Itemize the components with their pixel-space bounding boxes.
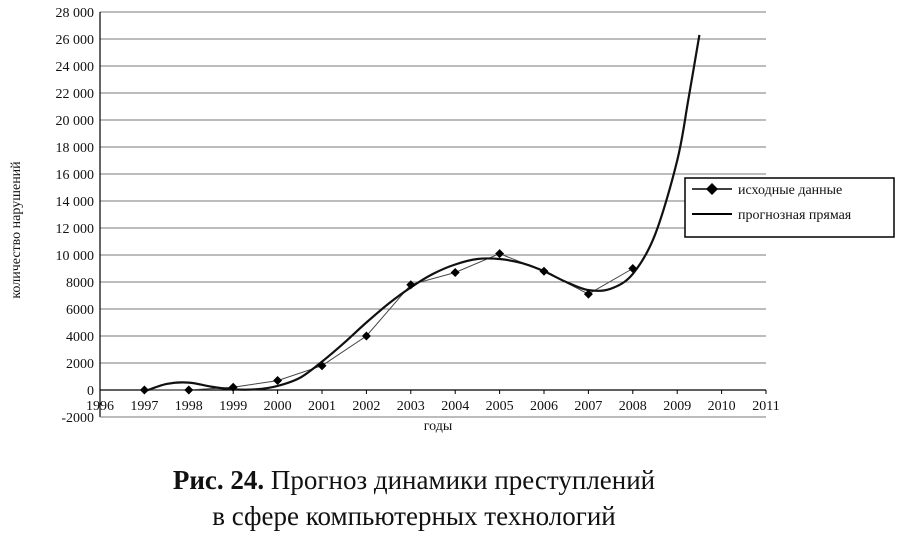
series-original-line — [144, 253, 634, 391]
data-point-marker — [406, 280, 416, 290]
data-point-marker — [228, 382, 238, 392]
legend-label-forecast: прогнозная прямая — [738, 208, 852, 223]
x-tick-label: 2003 — [397, 399, 425, 414]
series-forecast-curve — [144, 34, 701, 393]
y-tick-label: 16 000 — [56, 168, 95, 183]
x-tick-labels: 1996 1997 1998 1999 2000 2001 2002 2003 2004 2005… — [86, 399, 780, 414]
y-tick-label: 22 000 — [56, 87, 95, 102]
x-tick-label: 1996 — [86, 399, 114, 414]
y-tick-label: 14 000 — [56, 195, 95, 210]
legend-box — [684, 177, 895, 238]
caption-label: Рис. 24. — [172, 465, 265, 495]
y-tick-label: 18 000 — [56, 141, 95, 156]
y-tick-label: 26 000 — [56, 33, 95, 48]
y-tick-label: 4000 — [66, 330, 94, 345]
data-point-marker — [361, 331, 371, 341]
data-point-marker — [273, 376, 283, 386]
y-tick-label: 12 000 — [56, 222, 95, 237]
series-layer — [139, 34, 701, 395]
data-point-marker — [583, 289, 593, 299]
x-tick-label: 2002 — [352, 399, 380, 414]
x-tick-label: 1997 — [130, 399, 158, 414]
legend: исходные данные прогнозная прямая — [684, 177, 895, 238]
x-tick-label: 1998 — [175, 399, 203, 414]
y-tick-label: 6000 — [66, 303, 94, 318]
figure-caption: Рис. 24. Прогноз динамики преступлений в… — [0, 462, 828, 534]
y-tick-label: -2000 — [61, 411, 94, 426]
x-tick-label: 2009 — [663, 399, 691, 414]
data-point-marker — [495, 249, 505, 259]
y-tick-label: 10 000 — [56, 249, 95, 264]
data-point-marker — [539, 266, 549, 276]
data-point-marker — [450, 268, 460, 278]
x-tick-label: 2008 — [619, 399, 647, 414]
x-tick-label: 2007 — [574, 399, 602, 414]
x-tick-label: 2005 — [486, 399, 514, 414]
y-axis-title: количество нарушений — [9, 161, 24, 299]
y-tick-label: 2000 — [66, 357, 94, 372]
data-point-marker — [317, 361, 327, 371]
x-tick-label: 2004 — [441, 399, 469, 414]
y-tick-label: 8000 — [66, 276, 94, 291]
legend-diamond-marker — [706, 183, 718, 195]
y-tick-labels: -2000 0 2000 4000 6000 8000 10 000 12 000 14 000… — [56, 6, 95, 426]
x-tick-label: 2001 — [308, 399, 336, 414]
caption-line-1: Рис. 24. Прогноз динамики преступлений — [0, 462, 828, 498]
x-tick-label: 2011 — [752, 399, 779, 414]
caption-line-2: в сфере компьютерных технологий — [212, 501, 616, 531]
legend-label-original: исходные данные — [738, 183, 842, 198]
data-point-marker — [139, 385, 149, 395]
y-tick-label: 20 000 — [56, 114, 95, 129]
chart: -2000 0 2000 4000 6000 8000 10 000 12 000 14 000… — [9, 6, 895, 434]
data-point-marker — [184, 385, 194, 395]
data-point-marker — [628, 264, 638, 273]
gridlines — [100, 11, 766, 364]
x-tick-label: 2010 — [708, 399, 736, 414]
axes — [99, 12, 767, 418]
caption-text-1: Прогноз динамики преступлений — [270, 465, 656, 495]
x-tick-label: 1999 — [219, 399, 247, 414]
y-tick-label: 28 000 — [56, 6, 95, 21]
x-axis-title: годы — [424, 419, 453, 434]
y-tick-label: 24 000 — [56, 60, 95, 75]
y-tick-label: 0 — [87, 384, 94, 399]
x-tick-label: 2006 — [530, 399, 558, 414]
x-tick-label: 2000 — [264, 399, 292, 414]
